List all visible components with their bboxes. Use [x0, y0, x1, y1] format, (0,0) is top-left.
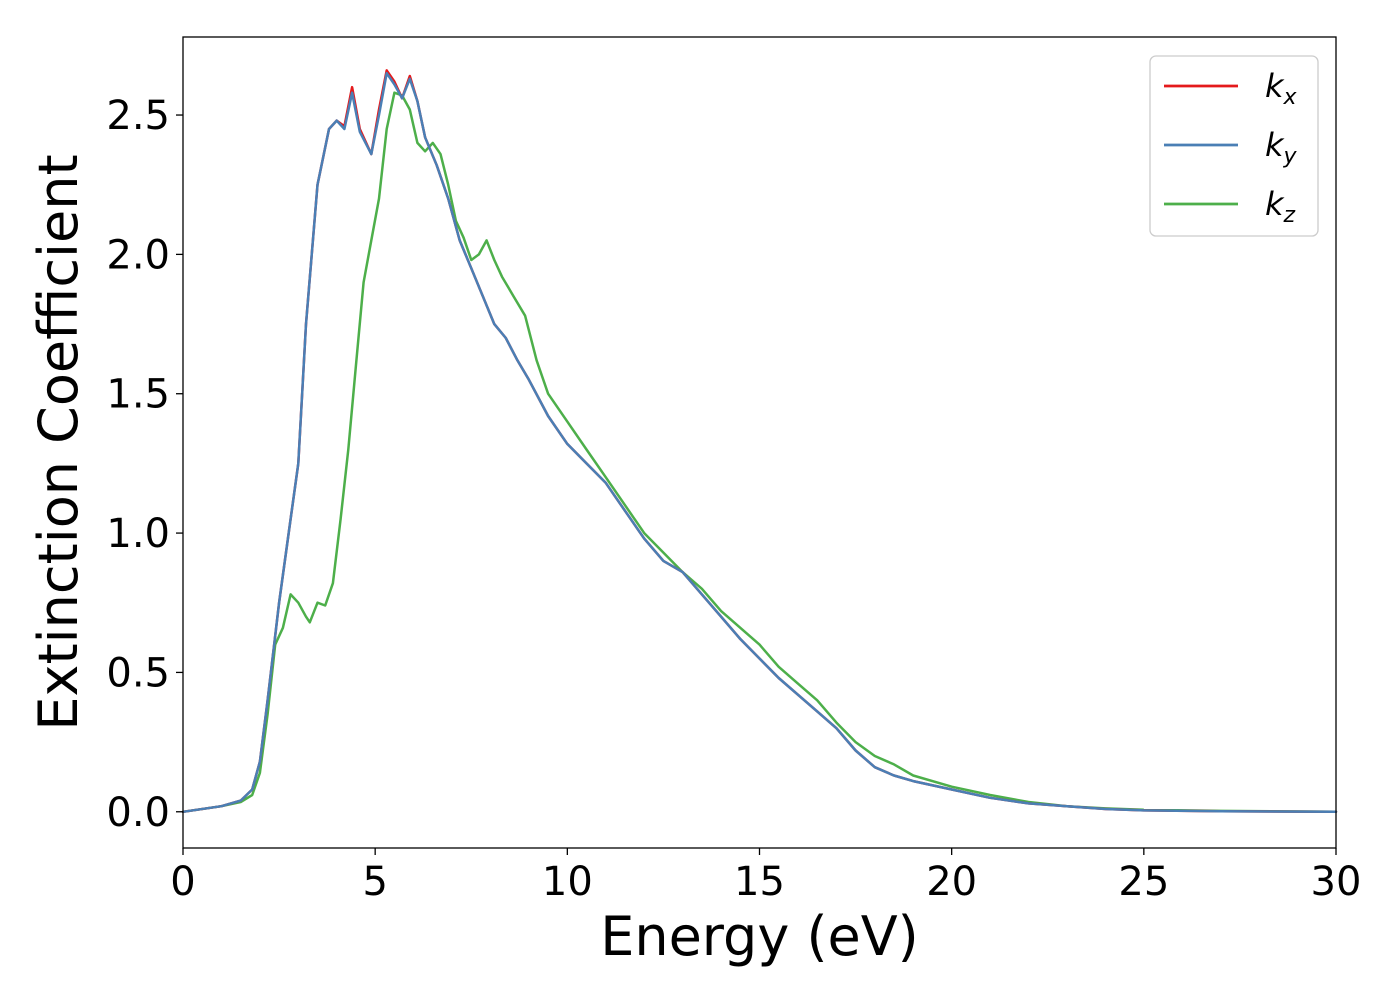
x-tick-label: 10 — [542, 859, 593, 905]
x-tick-label: 15 — [734, 859, 785, 905]
legend-entry-subscript: y — [1283, 144, 1298, 169]
x-tick-label: 20 — [926, 859, 977, 905]
legend-entry-subscript: z — [1283, 203, 1296, 228]
x-tick-label: 0 — [170, 859, 195, 905]
y-tick-label: 0.5 — [106, 650, 170, 696]
legend-entry-subscript: x — [1283, 85, 1298, 110]
y-tick-label: 2.0 — [106, 232, 170, 278]
x-tick-label: 25 — [1118, 859, 1169, 905]
x-axis: 0 5 10 15 20 25 30 — [170, 848, 1361, 905]
y-axis: 0.0 0.5 1.0 1.5 2.0 2.5 — [106, 93, 183, 836]
y-tick-label: 0.0 — [106, 790, 170, 836]
series-line-kz — [181, 91, 1338, 814]
series-layer — [181, 69, 1338, 814]
x-axis-title: Energy (eV) — [600, 905, 919, 968]
y-tick-label: 1.5 — [106, 372, 170, 418]
y-tick-label: 2.5 — [106, 93, 170, 139]
series-line-ky — [181, 71, 1338, 814]
x-tick-label: 30 — [1311, 859, 1362, 905]
x-tick-label: 5 — [362, 859, 387, 905]
y-tick-label: 1.0 — [106, 511, 170, 557]
y-axis-title: Extinction Coefficient — [27, 154, 90, 730]
